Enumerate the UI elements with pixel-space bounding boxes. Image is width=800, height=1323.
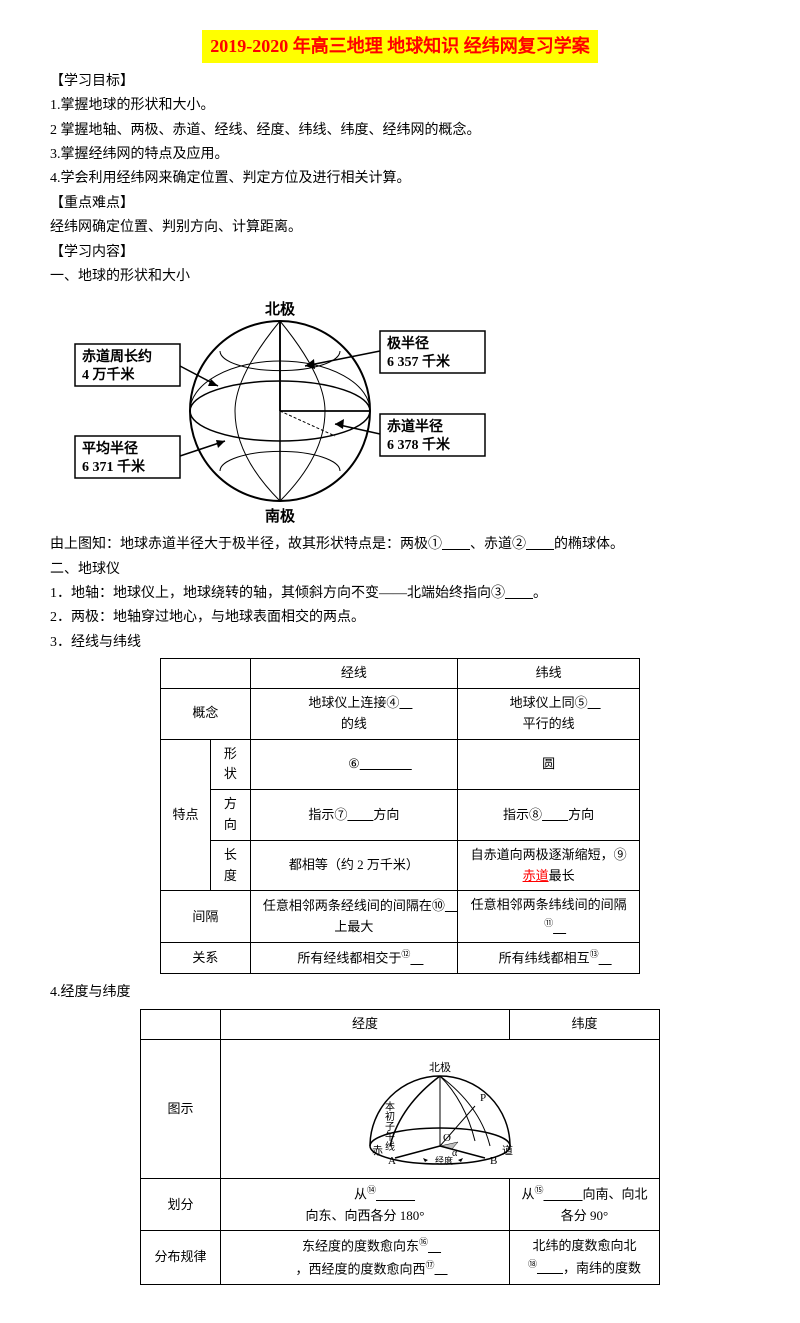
difficulties-text: 经纬网确定位置、判别方向、计算距离。 <box>50 217 750 239</box>
cell: 自赤道向两极逐渐缩短，⑨赤道最长 <box>458 840 640 891</box>
list-item: 1．地轴：地球仪上，地球绕转的轴，其倾斜方向不变——北端始终指向③ 。 <box>50 583 750 605</box>
cell: 指示⑦ 方向 <box>250 790 457 841</box>
table-row: 分布规律 东经度的度数愈向东⑯ ，西经度的度数愈向西⑰ 北纬的度数愈向北⑱ ，南… <box>141 1231 660 1284</box>
svg-text:B: B <box>490 1155 497 1166</box>
table-row: 间隔 任意相邻两条经线间的间隔在⑩ 上最大 任意相邻两条纬线间的间隔⑪ <box>161 891 640 943</box>
table-row: 关系 所有经线都相交于⑫ 所有纬线都相互⑬ <box>161 943 640 974</box>
list-item: 2．两极：地轴穿过地心，与地球表面相交的两点。 <box>50 607 750 629</box>
row-label: 分布规律 <box>141 1231 221 1284</box>
table-row: 方向 指示⑦ 方向 指示⑧ 方向 <box>161 790 640 841</box>
svg-text:平均半径: 平均半径 <box>82 440 138 457</box>
objective-item: 4.学会利用经纬网来确定位置、判定方位及进行相关计算。 <box>50 168 750 190</box>
svg-text:赤道半径: 赤道半径 <box>387 418 443 435</box>
cell: 都相等（约 2 万千米） <box>250 840 457 891</box>
table-row: 划分 从⑭ 向东、向西各分 180° 从⑮ 向南、向北各分 90° <box>141 1179 660 1231</box>
text-fragment: 、赤道② <box>470 537 526 552</box>
objectives-heading: 【学习目标】 <box>50 71 750 93</box>
cell: 北纬的度数愈向北⑱ ，南纬的度数 <box>510 1231 660 1284</box>
th-jing: 经度 <box>221 1009 510 1039</box>
svg-text:南极: 南极 <box>265 507 296 525</box>
after-diagram-text: 由上图知：地球赤道半径大于极半径，故其形状特点是：两极① 、赤道② 的椭球体。 <box>50 534 750 556</box>
difficulties-heading: 【重点难点】 <box>50 193 750 215</box>
svg-text:赤: 赤 <box>372 1144 383 1157</box>
table-row: 特点 形状 ⑥ 圆 <box>161 739 640 790</box>
cell: 地球仪上连接④ 的线 <box>250 689 457 740</box>
cell: ⑥ <box>250 739 457 790</box>
table-row: 经度 纬度 <box>141 1009 660 1039</box>
th-jing: 经线 <box>250 659 457 689</box>
th-wei: 纬度 <box>510 1009 660 1039</box>
cell: 所有纬线都相互⑬ <box>458 943 640 974</box>
th-wei: 纬线 <box>458 659 640 689</box>
globe-diagram-cell: 北极 本初子午线 O P A B 赤 道 α 经度 <box>221 1039 660 1179</box>
svg-text:O: O <box>443 1132 451 1144</box>
svg-text:极半径: 极半径 <box>387 335 429 352</box>
svg-text:6 357 千米: 6 357 千米 <box>387 353 451 370</box>
objective-item: 3.掌握经纬网的特点及应用。 <box>50 144 750 166</box>
table-row: 概念 地球仪上连接④ 的线 地球仪上同⑤ 平行的线 <box>161 689 640 740</box>
cell: 指示⑧ 方向 <box>458 790 640 841</box>
table-jingwei-degree: 经度 纬度 图示 北极 本初子午线 O P A B 赤 <box>140 1009 660 1285</box>
cell: 东经度的度数愈向东⑯ ，西经度的度数愈向西⑰ <box>221 1231 510 1284</box>
text-fragment: 。 <box>533 586 547 601</box>
title-wrap: 2019-2020 年高三地理 地球知识 经纬网复习学案 <box>50 30 750 63</box>
section2-title: 二、地球仪 <box>50 559 750 581</box>
cell: 任意相邻两条经线间的间隔在⑩ 上最大 <box>250 891 457 943</box>
content-heading: 【学习内容】 <box>50 242 750 264</box>
section1-title: 一、地球的形状和大小 <box>50 266 750 288</box>
list-item: 3．经线与纬线 <box>50 632 750 654</box>
table-row: 图示 北极 本初子午线 O P A B 赤 道 α <box>141 1039 660 1179</box>
row-label: 图示 <box>141 1039 221 1179</box>
row-label: 长度 <box>211 840 251 891</box>
cell: 所有经线都相交于⑫ <box>250 943 457 974</box>
row-label: 特点 <box>161 739 211 891</box>
cell: 地球仪上同⑤ 平行的线 <box>458 689 640 740</box>
cell: 从⑭ 向东、向西各分 180° <box>221 1179 510 1231</box>
svg-text:赤道周长约: 赤道周长约 <box>82 348 152 365</box>
svg-text:6 378 千米: 6 378 千米 <box>387 436 451 453</box>
row-label: 形状 <box>211 739 251 790</box>
row-label: 间隔 <box>161 891 251 943</box>
cell: 圆 <box>458 739 640 790</box>
cell: 任意相邻两条纬线间的间隔⑪ <box>458 891 640 943</box>
text-fragment: 的椭球体。 <box>554 537 624 552</box>
svg-text:道: 道 <box>502 1143 513 1157</box>
section4-title: 4.经度与纬度 <box>50 982 750 1004</box>
svg-text:经度: 经度 <box>435 1155 453 1166</box>
svg-text:4 万千米: 4 万千米 <box>82 366 135 383</box>
text-fragment: 1．地轴：地球仪上，地球绕转的轴，其倾斜方向不变——北端始终指向③ <box>50 586 505 601</box>
cell: 从⑮ 向南、向北各分 90° <box>510 1179 660 1231</box>
table-row: 经线 纬线 <box>161 659 640 689</box>
row-label: 方向 <box>211 790 251 841</box>
page-title: 2019-2020 年高三地理 地球知识 经纬网复习学案 <box>202 30 598 63</box>
objective-item: 1.掌握地球的形状和大小。 <box>50 95 750 117</box>
objective-item: 2 掌握地轴、两极、赤道、经线、经度、纬线、纬度、经纬网的概念。 <box>50 120 750 142</box>
svg-text:6 371 千米: 6 371 千米 <box>82 458 146 475</box>
svg-text:A: A <box>388 1155 396 1166</box>
table-jingwei-lines: 经线 纬线 概念 地球仪上连接④ 的线 地球仪上同⑤ 平行的线 特点 形状 ⑥ … <box>160 658 640 974</box>
table-row: 长度 都相等（约 2 万千米） 自赤道向两极逐渐缩短，⑨赤道最长 <box>161 840 640 891</box>
svg-text:P: P <box>480 1092 486 1104</box>
svg-text:本初子午线: 本初子午线 <box>383 1099 395 1150</box>
text-fragment: 由上图知：地球赤道半径大于极半径，故其形状特点是：两极① <box>50 537 442 552</box>
svg-text:北极: 北极 <box>429 1060 451 1074</box>
row-label: 关系 <box>161 943 251 974</box>
svg-text:北极: 北极 <box>265 300 296 318</box>
row-label: 划分 <box>141 1179 221 1231</box>
earth-diagram: 北极 南极 赤道周长约 4 万千米 平均半径 6 371 千米 极半径 6 35… <box>70 296 750 526</box>
row-label: 概念 <box>161 689 251 740</box>
